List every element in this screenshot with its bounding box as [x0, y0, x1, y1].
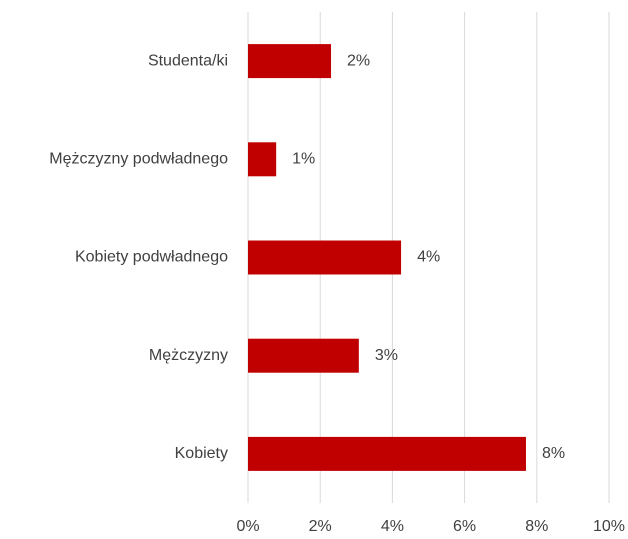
x-tick-label: 0%	[236, 518, 259, 535]
bar	[248, 44, 332, 79]
data-label: 3%	[375, 347, 398, 364]
bar	[248, 240, 402, 275]
y-tick-label: Kobiety podwładnego	[75, 249, 228, 266]
bar	[248, 338, 359, 373]
data-label: 4%	[417, 249, 440, 266]
data-label: 8%	[542, 445, 565, 462]
bar	[248, 436, 526, 471]
data-label: 2%	[347, 52, 370, 69]
y-tick-label: Mężczyzny	[149, 347, 228, 364]
y-tick-label: Kobiety	[175, 445, 228, 462]
data-label: 1%	[292, 151, 315, 168]
x-tick-label: 10%	[593, 518, 625, 535]
y-tick-label: Studenta/ki	[148, 52, 228, 69]
x-tick-label: 4%	[381, 518, 404, 535]
x-tick-label: 8%	[525, 518, 548, 535]
y-tick-label: Mężczyzny podwładnego	[49, 151, 228, 168]
x-tick-label: 6%	[453, 518, 476, 535]
bar	[248, 142, 277, 177]
x-tick-label: 2%	[309, 518, 332, 535]
